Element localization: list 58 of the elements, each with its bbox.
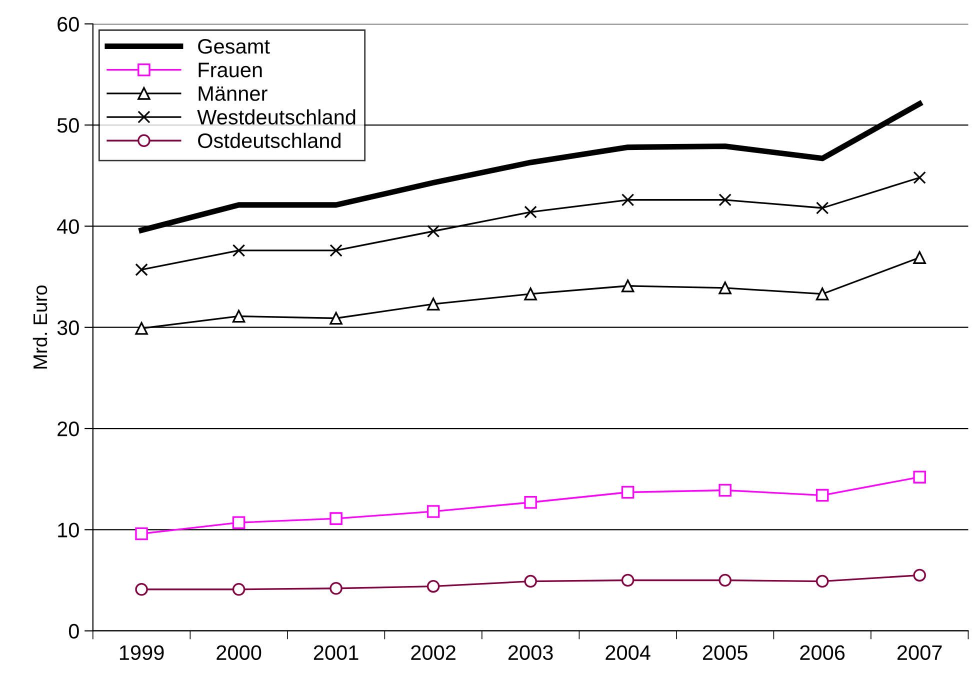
point [816, 488, 829, 502]
point [524, 206, 537, 218]
y-tick-label: 30 [57, 320, 79, 336]
point [330, 244, 342, 257]
x-tick-label: 2000 [216, 645, 262, 660]
x-tick-label: 2002 [411, 645, 456, 660]
point [718, 194, 732, 206]
point [913, 251, 926, 264]
point [330, 512, 342, 525]
point [135, 263, 148, 276]
point [524, 288, 537, 300]
point [913, 470, 926, 484]
point [426, 298, 440, 310]
point [718, 282, 732, 294]
legend-label: Männer [198, 86, 268, 101]
point [621, 194, 634, 206]
point [135, 582, 148, 596]
x-tick-label: 2005 [702, 645, 748, 660]
point [232, 582, 246, 596]
point [621, 486, 634, 499]
x-tick-label: 2007 [897, 645, 942, 660]
point [232, 244, 246, 257]
legend-label: Frauen [198, 62, 262, 78]
x-tick-label: 2004 [606, 645, 650, 660]
y-axis-title: Mrd. Euro [32, 285, 48, 368]
point [524, 574, 537, 588]
legend-label: Ostdeutschland [198, 132, 340, 148]
point [135, 322, 148, 335]
point [718, 484, 732, 497]
legend-label: Westdeutschland [197, 109, 356, 125]
point [524, 496, 537, 509]
point [913, 171, 926, 184]
point [426, 224, 440, 238]
y-tick-label: 40 [57, 219, 79, 234]
point [330, 312, 342, 325]
point [330, 582, 342, 595]
point [913, 568, 926, 582]
x-tick-label: 2003 [508, 645, 553, 660]
x-tick-label: 2001 [314, 645, 358, 660]
point [816, 574, 829, 588]
point [816, 202, 829, 214]
point [621, 574, 634, 587]
point [426, 505, 440, 518]
point [135, 527, 148, 540]
point [232, 310, 246, 323]
y-tick-label: 10 [58, 522, 79, 538]
y-tick-label: 20 [58, 422, 79, 436]
y-tick-label: 50 [57, 118, 79, 133]
y-tick-label: 0 [68, 624, 79, 639]
point [426, 580, 440, 593]
point [232, 516, 246, 529]
point [816, 288, 829, 300]
point [621, 279, 634, 292]
x-tick-label: 2006 [800, 645, 845, 660]
point [718, 574, 732, 587]
x-tick-label: 1999 [120, 645, 164, 660]
legend-label: Gesamt [198, 39, 270, 54]
y-tick-label: 60 [58, 16, 79, 32]
